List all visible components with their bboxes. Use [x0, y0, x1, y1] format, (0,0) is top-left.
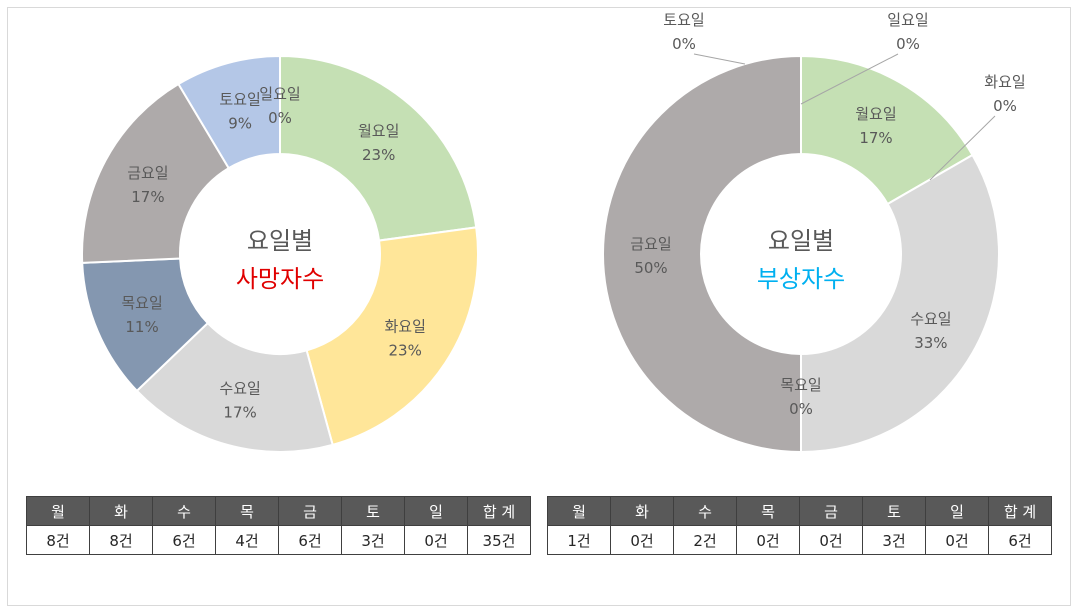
deaths-by-weekday-table: 월 화 수 목 금 토 일 합 계 8건 8건 6건 4건 6건 3건 0건 3… — [26, 496, 531, 555]
header-total: 합 계 — [467, 496, 531, 526]
cell-total: 35건 — [467, 525, 531, 555]
injuries-slice-tue-label-percent: 0% — [993, 97, 1017, 115]
deaths-donut-chart: 월요일 23% 화요일 23% 수요일 17% 목요일 11% 금요일 17% 토요일 9% 일요일 0%… — [81, 54, 479, 453]
cell-sun: 0건 — [404, 525, 468, 555]
deaths-center-title: 요일별 — [247, 227, 313, 255]
cell-mon: 1건 — [547, 525, 611, 555]
header-mon: 월 — [547, 496, 611, 526]
injuries-slice-mon-label: 월요일 17% — [855, 105, 896, 147]
deaths-slice-wed-label-category: 수요일 — [219, 380, 260, 398]
deaths-slice-wed-label-percent: 17% — [223, 404, 256, 422]
cell-wed: 2건 — [673, 525, 737, 555]
injuries-slice-sat-label: 토요일 0% — [663, 11, 704, 53]
header-sat: 토 — [862, 496, 926, 526]
cell-tue: 0건 — [610, 525, 674, 555]
deaths-slice-tue-label-category: 화요일 — [384, 318, 425, 336]
injuries-slice-wed-label-percent: 33% — [914, 334, 947, 352]
table-header-row: 월 화 수 목 금 토 일 합 계 — [547, 496, 1052, 526]
cell-sat: 3건 — [341, 525, 405, 555]
deaths-slice-tue — [305, 226, 479, 447]
chart-frame — [7, 7, 1071, 606]
injuries-slice-thu-label: 목요일 0% — [780, 376, 821, 418]
injuries-slice-fri-label: 금요일 50% — [630, 235, 671, 277]
injuries-slice-sat-label-percent: 0% — [672, 35, 696, 53]
injuries-donut-chart: 월요일 17% 화요일 0% 수요일 33% 목요일 0% 금요일 50% 토요일 0% 일요일 0% 요… — [602, 11, 1026, 454]
injuries-slice-sun-leader-line — [800, 53, 899, 105]
injuries-slice-fri-label-percent: 50% — [634, 259, 667, 277]
injuries-slice-wed-label-category: 수요일 — [910, 310, 951, 328]
injuries-slice-wed — [800, 153, 1000, 454]
cell-thu: 0건 — [736, 525, 800, 555]
deaths-center-subtitle: 사망자수 — [236, 265, 324, 293]
cell-total: 6건 — [988, 525, 1052, 555]
deaths-slice-fri — [81, 82, 231, 264]
header-sun: 일 — [925, 496, 989, 526]
injuries-slice-fri-label-category: 금요일 — [630, 235, 671, 253]
header-thu: 목 — [736, 496, 800, 526]
injuries-slice-mon-label-percent: 17% — [859, 129, 892, 147]
deaths-slice-wed — [135, 321, 334, 453]
injuries-slice-tue-leader-line — [929, 115, 996, 181]
injuries-center-title: 요일별 — [768, 227, 834, 255]
deaths-slice-thu-label-category: 목요일 — [121, 294, 162, 312]
deaths-slice-thu-label-percent: 11% — [125, 318, 158, 336]
injuries-slice-sat-label-category: 토요일 — [663, 11, 704, 29]
injuries-slice-tue-label-category: 화요일 — [984, 73, 1025, 91]
deaths-slice-fri-label: 금요일 17% — [127, 164, 168, 206]
header-tue: 화 — [89, 496, 153, 526]
deaths-slice-sat-label: 토요일 9% — [219, 90, 260, 132]
header-mon: 월 — [26, 496, 90, 526]
header-total: 합 계 — [988, 496, 1052, 526]
header-wed: 수 — [152, 496, 216, 526]
injuries-slice-sun-label-percent: 0% — [896, 35, 920, 53]
header-tue: 화 — [610, 496, 674, 526]
deaths-slice-sun-label-percent: 0% — [268, 109, 292, 127]
deaths-slice-fri-label-category: 금요일 — [127, 164, 168, 182]
injuries-slice-tue-label: 화요일 0% — [984, 73, 1025, 115]
table-row: 8건 8건 6건 4건 6건 3건 0건 35건 — [26, 525, 531, 555]
cell-tue: 8건 — [89, 525, 153, 555]
injuries-slice-sun-label-category: 일요일 — [887, 11, 928, 29]
cell-wed: 6건 — [152, 525, 216, 555]
deaths-slice-mon-label: 월요일 23% — [358, 122, 399, 164]
deaths-slice-sat-label-percent: 9% — [228, 114, 252, 132]
deaths-slice-mon-label-category: 월요일 — [358, 122, 399, 140]
injuries-slice-mon — [800, 54, 974, 206]
cell-mon: 8건 — [26, 525, 90, 555]
injuries-slice-fri — [602, 54, 802, 454]
cell-sat: 3건 — [862, 525, 926, 555]
injuries-by-weekday-table: 월 화 수 목 금 토 일 합 계 1건 0건 2건 0건 0건 3건 0건 6… — [547, 496, 1052, 555]
cell-fri: 0건 — [799, 525, 863, 555]
deaths-slice-sat-label-category: 토요일 — [219, 90, 260, 108]
header-sun: 일 — [404, 496, 468, 526]
header-fri: 금 — [799, 496, 863, 526]
table-header-row: 월 화 수 목 금 토 일 합 계 — [26, 496, 531, 526]
header-fri: 금 — [278, 496, 342, 526]
cell-sun: 0건 — [925, 525, 989, 555]
header-thu: 목 — [215, 496, 279, 526]
deaths-slice-fri-label-percent: 17% — [131, 188, 164, 206]
deaths-slice-tue-label-percent: 23% — [389, 342, 422, 360]
injuries-slice-thu-label-percent: 0% — [789, 400, 813, 418]
deaths-slice-wed-label: 수요일 17% — [219, 380, 260, 422]
deaths-slice-mon — [279, 54, 478, 242]
injuries-slice-sun-label: 일요일 0% — [887, 11, 928, 53]
injuries-slice-mon-label-category: 월요일 — [855, 105, 896, 123]
injuries-center-subtitle: 부상자수 — [757, 265, 845, 293]
deaths-slice-thu-label: 목요일 11% — [121, 294, 162, 336]
injuries-slice-sat-leader-line — [693, 53, 746, 65]
deaths-slice-sun-label-category: 일요일 — [259, 85, 300, 103]
header-wed: 수 — [673, 496, 737, 526]
injuries-slice-wed-label: 수요일 33% — [910, 310, 951, 352]
table-row: 1건 0건 2건 0건 0건 3건 0건 6건 — [547, 525, 1052, 555]
injuries-slice-thu-label-category: 목요일 — [780, 376, 821, 394]
deaths-slice-sun-label: 일요일 0% — [259, 85, 300, 127]
deaths-slice-mon-label-percent: 23% — [362, 146, 395, 164]
deaths-slice-sat — [177, 54, 281, 170]
cell-thu: 4건 — [215, 525, 279, 555]
deaths-slice-tue-label: 화요일 23% — [384, 318, 425, 360]
cell-fri: 6건 — [278, 525, 342, 555]
header-sat: 토 — [341, 496, 405, 526]
